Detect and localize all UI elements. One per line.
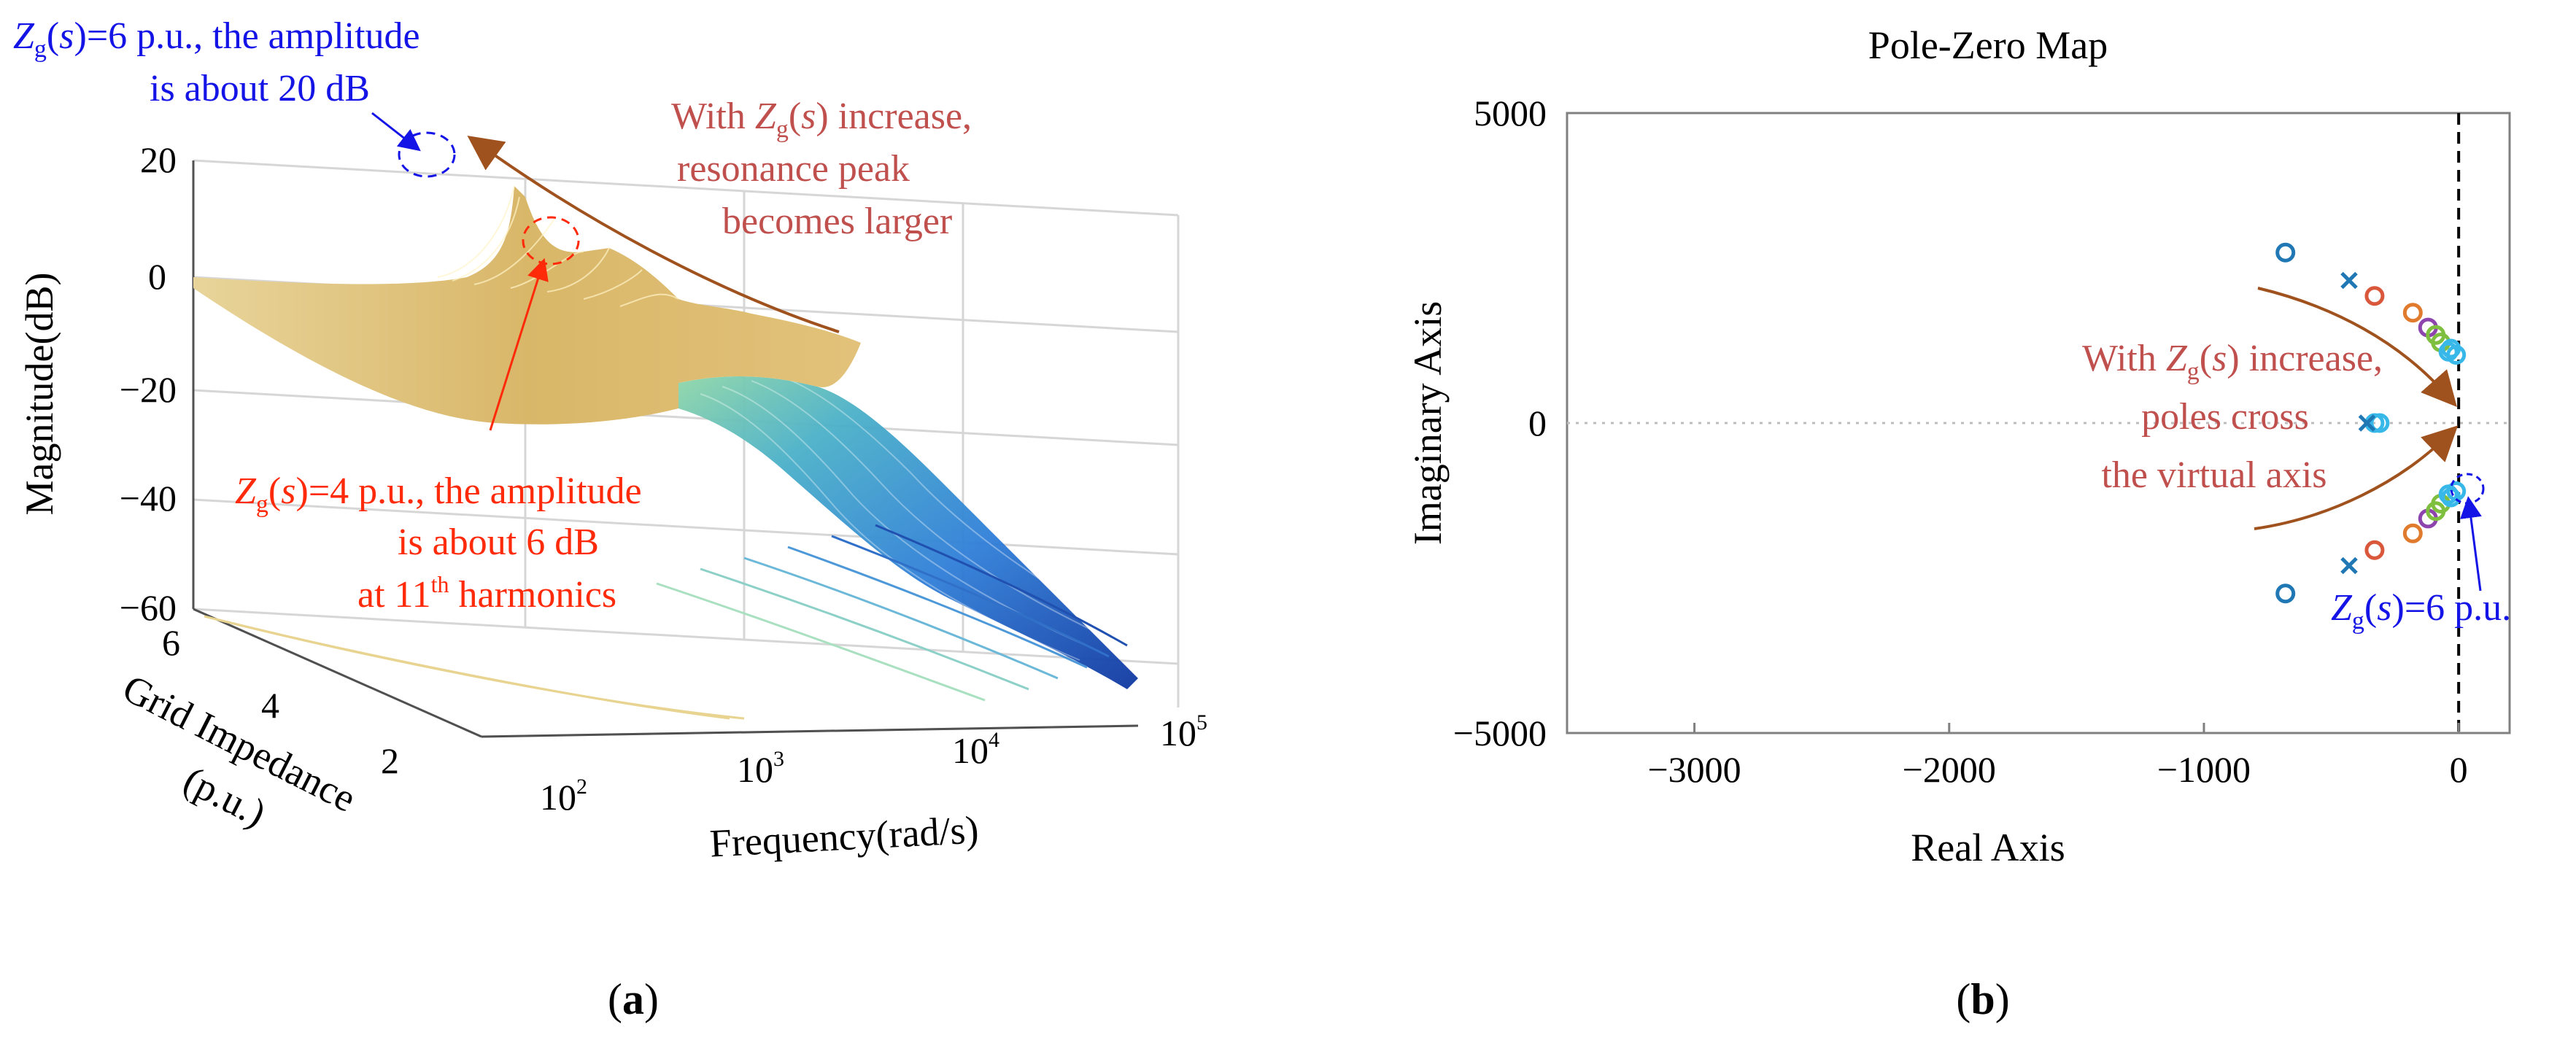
pole-trajectory-marker (2402, 523, 2423, 543)
panel-a-annotation-zg6: Zg(s)=6 p.u., the amplitude is about 20 … (13, 15, 456, 178)
panel-b-annotation-line2: poles cross (2141, 396, 2309, 438)
panel-a-surface-rolloff (678, 376, 1138, 689)
panel-b-x-axis-label: Real Axis (1911, 826, 2065, 869)
panel-b-title: Pole-Zero Map (1868, 23, 2108, 67)
panel-a-y-ticks: 6 4 2 (162, 622, 399, 781)
z-tick-label: −40 (120, 478, 177, 519)
panel-a-floor-contours (204, 524, 1128, 720)
panel-a-annotation-zg4: Zg(s)=4 p.u., the amplitude is about 6 d… (235, 216, 642, 616)
x-tick-label: 0 (2450, 749, 2468, 790)
x-tick-label: −2000 (1903, 749, 1996, 790)
y-tick-label: −5000 (1453, 713, 1547, 753)
panel-a-annotation-trend: With Zg(s) increase, resonance peak beco… (467, 96, 972, 333)
panel-a-surface-rolloff-mesh (700, 379, 1121, 661)
panel-a-surface-main-mesh (437, 185, 679, 307)
pole-trajectory-marker (2441, 338, 2461, 359)
y-tick-label: 0 (1528, 403, 1547, 443)
annotation-trend-line2: resonance peak (677, 148, 910, 190)
y-tick-label: 6 (162, 622, 180, 663)
pole-marker (2358, 414, 2376, 432)
annotation-zg4-line3: at 11th harmonics (357, 571, 616, 616)
trend-arrow (467, 136, 840, 333)
zero-marker (2275, 583, 2296, 604)
pole-trajectory-marker (2426, 325, 2446, 345)
pole-trajectory-marker (2441, 487, 2461, 508)
panel-b-annotation-line3: the virtual axis (2101, 454, 2326, 496)
panel-a-z-ticks: 20 0 −20 −40 −60 (120, 139, 177, 628)
panel-b-annotation-zg6-text: Zg(s)=6 p.u. (2331, 587, 2511, 635)
y-tick-label: 5000 (1474, 93, 1547, 133)
panel-a-axes-frame (192, 160, 1139, 738)
panel-a-surface-main (193, 186, 861, 424)
panel-a-z-axis-label: Magnitude(dB) (18, 273, 61, 516)
x-tick-label: 102 (540, 775, 587, 818)
panel-a-x-axis-label: Frequency(rad/s) (708, 807, 979, 865)
zero-marker (2364, 286, 2385, 306)
annotation-zg6-line1: Zg(s)=6 p.u., the amplitude (13, 15, 420, 63)
z-tick-label: −20 (120, 369, 177, 410)
annotation-trend-line1: With Zg(s) increase, (671, 96, 972, 143)
trend-arrow-upper (2257, 287, 2457, 407)
trend-arrow-lower (2254, 425, 2459, 530)
z-tick-label: 20 (140, 139, 177, 180)
annotation-trend-line3: becomes larger (722, 201, 952, 242)
panel-b-y-axis-label: Imaginary Axis (1406, 301, 1450, 545)
peak-highlight-circle-4pu (522, 216, 580, 265)
panel-a-surface-plot: 20 0 −20 −40 −60 6 4 2 102 103 104 105 M… (13, 15, 1207, 1023)
panel-a-x-ticks: 102 103 104 105 (540, 710, 1207, 818)
zero-marker (2275, 242, 2296, 263)
pole-trajectory-marker (2402, 303, 2423, 323)
panel-b-y-ticks: 5000 0 −5000 (1453, 93, 1547, 753)
x-tick-label: 104 (952, 728, 999, 771)
annotation-zg4-line1: Zg(s)=4 p.u., the amplitude (235, 470, 642, 518)
x-tick-label: −3000 (1647, 749, 1741, 790)
panel-b-annotation-line1: With Zg(s) increase, (2082, 338, 2383, 385)
panel-b-plot-frame (1566, 112, 2511, 734)
pole-marker (2340, 557, 2358, 575)
zero-marker (2364, 540, 2385, 560)
panel-a-caption: (a) (608, 975, 659, 1023)
zero-marker (2370, 413, 2390, 433)
peak-highlight-circle-6pu (398, 131, 456, 178)
z-tick-label: 0 (148, 256, 166, 297)
panel-b-annotation-zg6: Zg(s)=6 p.u. (2331, 473, 2511, 635)
panel-b-caption: (b) (1956, 975, 2009, 1023)
y-tick-label: 4 (261, 685, 279, 726)
annotation-zg4-line2: is about 6 dB (398, 522, 599, 563)
z-tick-label: −60 (120, 587, 177, 628)
y-tick-label: 2 (381, 740, 399, 781)
panel-b-pole-zero-map: Pole-Zero Map 5000 0 −5000 −3000 −2000 −10… (1406, 23, 2511, 1023)
x-tick-label: 105 (1160, 710, 1207, 753)
x-tick-label: 103 (737, 747, 784, 790)
annotation-zg6-line2: is about 20 dB (150, 68, 370, 109)
x-tick-label: −1000 (2157, 749, 2251, 790)
panel-a-3d-grid (192, 159, 1180, 738)
pole-marker (2340, 271, 2358, 290)
panel-b-ticks (1693, 723, 2460, 733)
panel-b-x-ticks: −3000 −2000 −1000 0 (1647, 749, 2467, 790)
panel-b-markers (2275, 242, 2467, 604)
pole-trajectory-marker (2426, 501, 2446, 522)
panel-b-annotation-trend: With Zg(s) increase, poles cross the vir… (2082, 287, 2459, 530)
